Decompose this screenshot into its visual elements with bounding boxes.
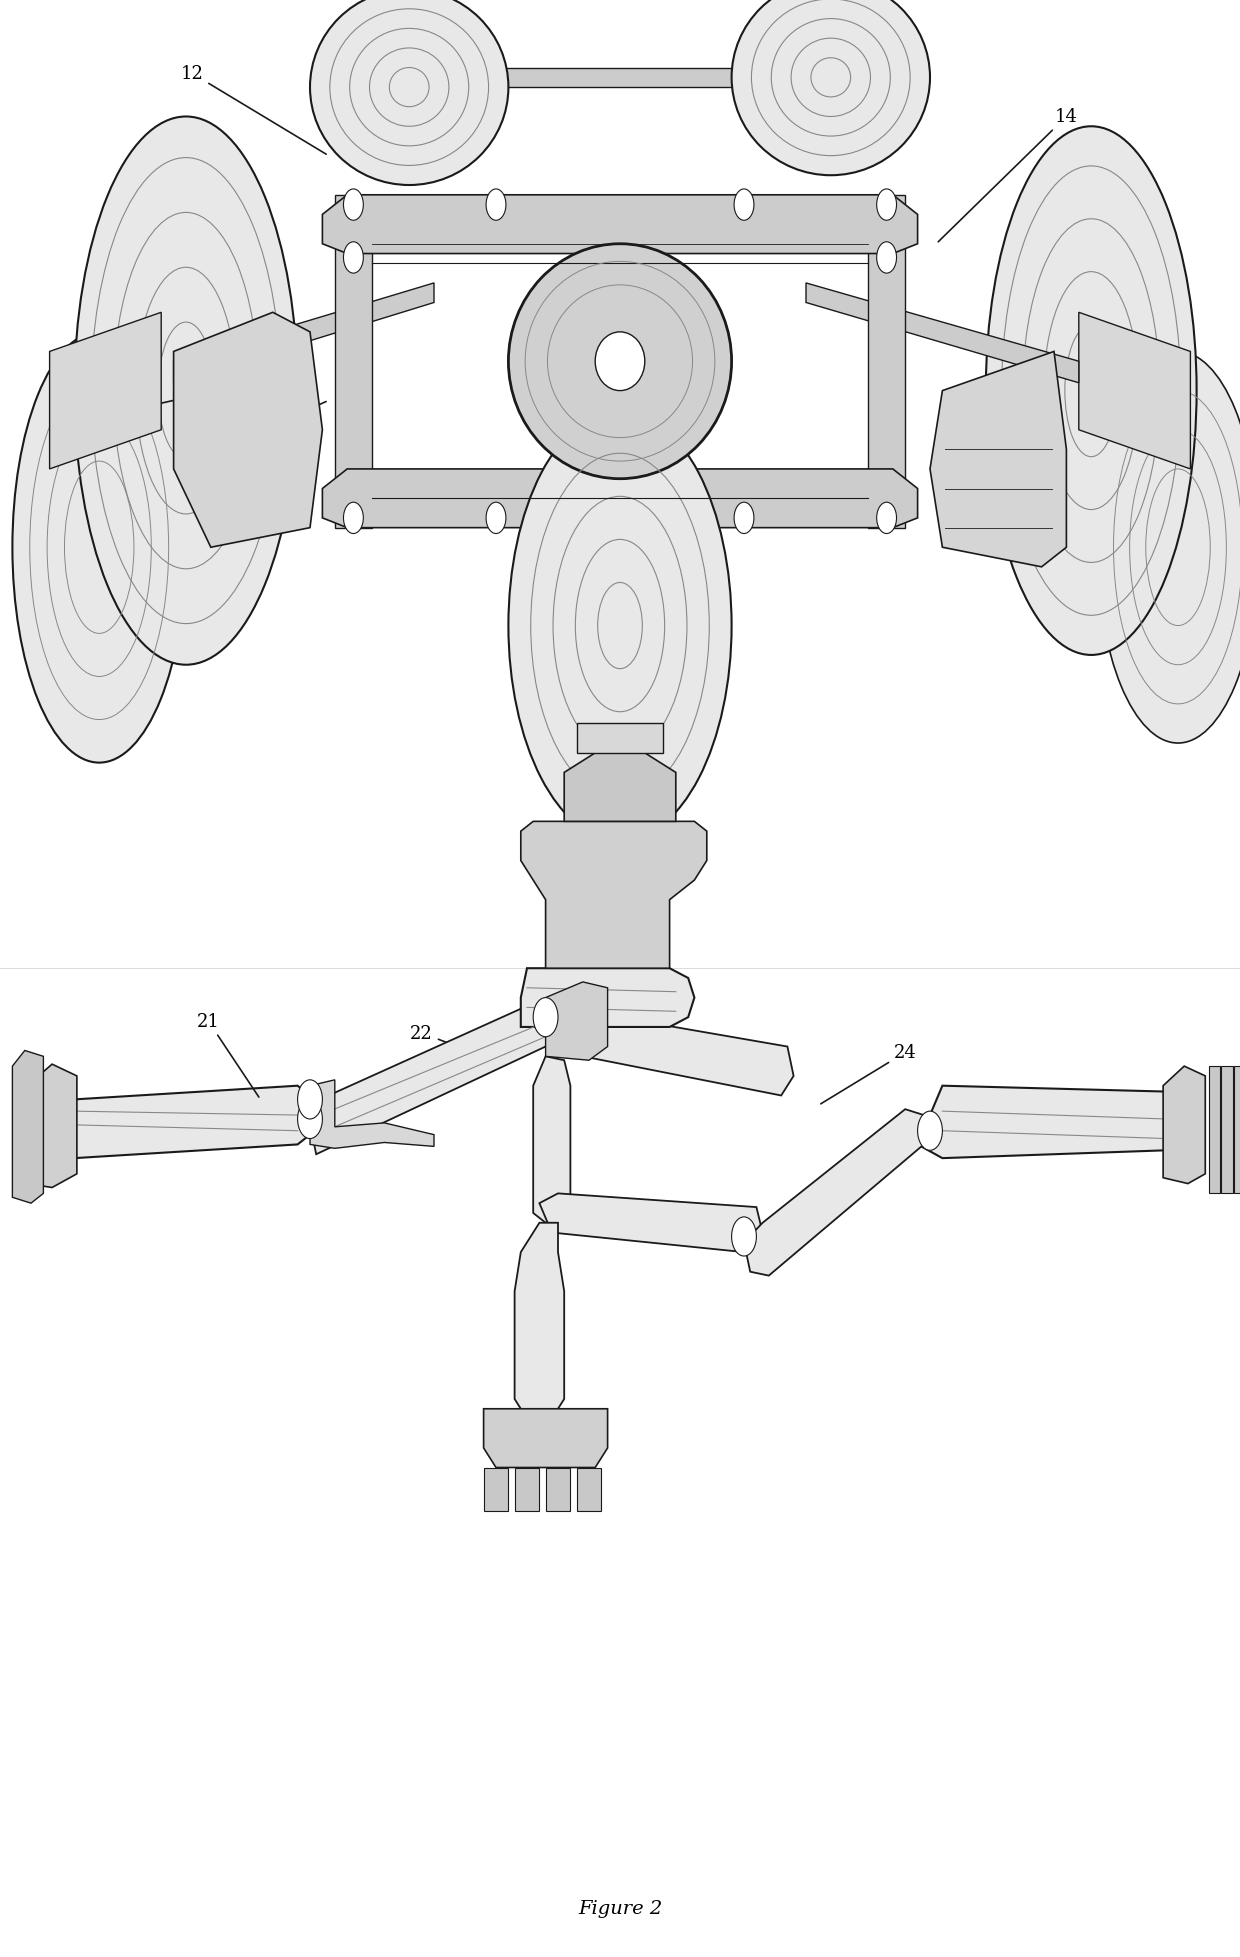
Polygon shape bbox=[50, 313, 161, 470]
Circle shape bbox=[343, 190, 363, 221]
Polygon shape bbox=[1079, 313, 1190, 470]
Circle shape bbox=[734, 503, 754, 534]
Polygon shape bbox=[564, 753, 676, 822]
Polygon shape bbox=[310, 998, 552, 1155]
Circle shape bbox=[486, 503, 506, 534]
Ellipse shape bbox=[595, 333, 645, 391]
Ellipse shape bbox=[1097, 352, 1240, 744]
Polygon shape bbox=[335, 196, 372, 528]
Text: Figure 1: Figure 1 bbox=[578, 916, 662, 935]
Polygon shape bbox=[409, 68, 831, 88]
Text: 12: 12 bbox=[181, 65, 326, 155]
Polygon shape bbox=[322, 470, 918, 528]
Polygon shape bbox=[521, 969, 694, 1027]
Circle shape bbox=[298, 1100, 322, 1139]
Circle shape bbox=[877, 243, 897, 274]
Polygon shape bbox=[50, 1086, 316, 1159]
Circle shape bbox=[533, 998, 558, 1037]
Circle shape bbox=[877, 190, 897, 221]
Circle shape bbox=[732, 1217, 756, 1256]
Polygon shape bbox=[539, 1194, 763, 1252]
Circle shape bbox=[486, 190, 506, 221]
Polygon shape bbox=[533, 1057, 570, 1223]
Polygon shape bbox=[918, 1086, 1190, 1159]
Ellipse shape bbox=[986, 127, 1197, 656]
Polygon shape bbox=[12, 1051, 43, 1204]
Polygon shape bbox=[744, 1110, 924, 1276]
Text: 14: 14 bbox=[939, 108, 1078, 243]
Polygon shape bbox=[546, 1468, 570, 1511]
Polygon shape bbox=[1221, 1067, 1233, 1194]
Polygon shape bbox=[515, 1223, 564, 1419]
Text: 13: 13 bbox=[231, 403, 326, 450]
Text: 11: 11 bbox=[119, 391, 215, 421]
Polygon shape bbox=[930, 352, 1066, 568]
Text: 22: 22 bbox=[410, 1024, 506, 1065]
Polygon shape bbox=[174, 313, 322, 548]
Polygon shape bbox=[484, 1468, 508, 1511]
Polygon shape bbox=[515, 1468, 539, 1511]
Polygon shape bbox=[1209, 1067, 1220, 1194]
Circle shape bbox=[734, 190, 754, 221]
Text: 21: 21 bbox=[197, 1012, 259, 1098]
Polygon shape bbox=[868, 196, 905, 528]
Polygon shape bbox=[174, 284, 434, 384]
Circle shape bbox=[298, 1080, 322, 1119]
Polygon shape bbox=[577, 1468, 601, 1511]
Ellipse shape bbox=[310, 0, 508, 186]
Text: Figure 2: Figure 2 bbox=[578, 1898, 662, 1918]
Ellipse shape bbox=[508, 411, 732, 842]
Polygon shape bbox=[546, 982, 608, 1061]
Text: 24: 24 bbox=[821, 1043, 916, 1104]
Circle shape bbox=[343, 503, 363, 534]
Circle shape bbox=[918, 1112, 942, 1151]
Polygon shape bbox=[577, 724, 663, 753]
Text: 23: 23 bbox=[604, 975, 626, 1020]
Polygon shape bbox=[1163, 1067, 1205, 1184]
Polygon shape bbox=[27, 1065, 77, 1188]
Circle shape bbox=[343, 243, 363, 274]
Polygon shape bbox=[806, 284, 1079, 384]
Polygon shape bbox=[484, 1409, 608, 1468]
Circle shape bbox=[877, 503, 897, 534]
Polygon shape bbox=[521, 822, 707, 969]
Polygon shape bbox=[570, 1014, 794, 1096]
Ellipse shape bbox=[732, 0, 930, 176]
Polygon shape bbox=[1234, 1067, 1240, 1194]
Polygon shape bbox=[310, 1080, 434, 1149]
Ellipse shape bbox=[508, 245, 732, 479]
Ellipse shape bbox=[74, 117, 298, 665]
Polygon shape bbox=[322, 196, 918, 254]
Ellipse shape bbox=[12, 333, 186, 763]
